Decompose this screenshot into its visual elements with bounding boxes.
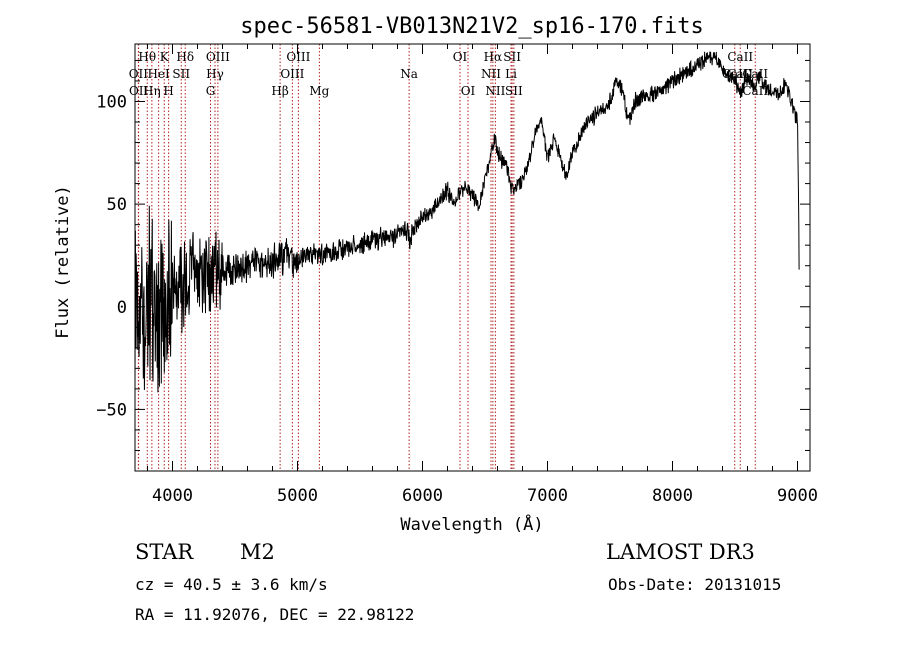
emission-line-markers [137,44,756,471]
emission-line-label: OI [453,50,468,64]
emission-line-label: OII [129,84,149,98]
y-axis-ticks: −50 0 50 100 [96,59,810,451]
emission-line-label: Hδ [176,50,194,64]
redshift-cz: cz = 40.5 ± 3.6 km/s [135,575,328,594]
emission-line-label: Hβ [271,84,288,98]
emission-line-label: OIII [280,67,304,81]
survey-name: LAMOST DR3 [606,540,755,564]
y-axis-label: Flux (relative) [53,185,73,339]
x-axis-ticks: 4000 5000 6000 7000 8000 9000 [147,44,818,506]
emission-line-label: SII [172,67,190,81]
x-tick-label: 5000 [277,486,318,506]
y-tick-label: 50 [107,195,127,215]
emission-line-label: Hη [143,84,161,98]
chart-title: spec-56581-VB013N21V2_sp16-170.fits [240,14,704,39]
object-class: STAR [135,540,194,564]
emission-line-label: SII [503,50,521,64]
y-tick-label: 0 [117,298,127,318]
emission-line-label: Li [505,67,517,81]
emission-line-label: CaII [727,50,753,64]
emission-line-label: OII [129,67,149,81]
coordinates: RA = 11.92076, DEC = 22.98122 [135,605,414,624]
emission-line-label: SII [505,84,523,98]
y-tick-label: −50 [96,400,127,420]
emission-line-label: NII [485,84,505,98]
x-tick-label: 6000 [402,486,443,506]
emission-line-label: Hα [484,50,503,64]
emission-line-label: Mg [309,84,329,98]
x-tick-label: 7000 [527,486,568,506]
emission-line-label: H [163,84,173,98]
object-subclass: M2 [240,540,275,564]
emission-line-label: Hθ [138,50,156,64]
emission-line-label: Na [400,67,418,81]
spectrum-line [134,51,800,393]
emission-line-label: K [160,50,170,64]
emission-line-label: OIII [286,50,310,64]
emission-line-label: OI [461,84,476,98]
emission-line-label: G [206,84,216,98]
observation-date: Obs-Date: 20131015 [608,575,781,594]
x-tick-label: 9000 [777,486,818,506]
emission-line-label: HeI [147,67,170,81]
emission-line-label: NII [481,67,501,81]
x-tick-label: 4000 [152,486,193,506]
y-tick-label: 100 [96,92,127,112]
emission-line-label: OIII [206,50,230,64]
x-axis-label: Wavelength (Å) [400,513,543,535]
emission-line-label: Hγ [206,67,224,81]
x-tick-label: 8000 [652,486,693,506]
